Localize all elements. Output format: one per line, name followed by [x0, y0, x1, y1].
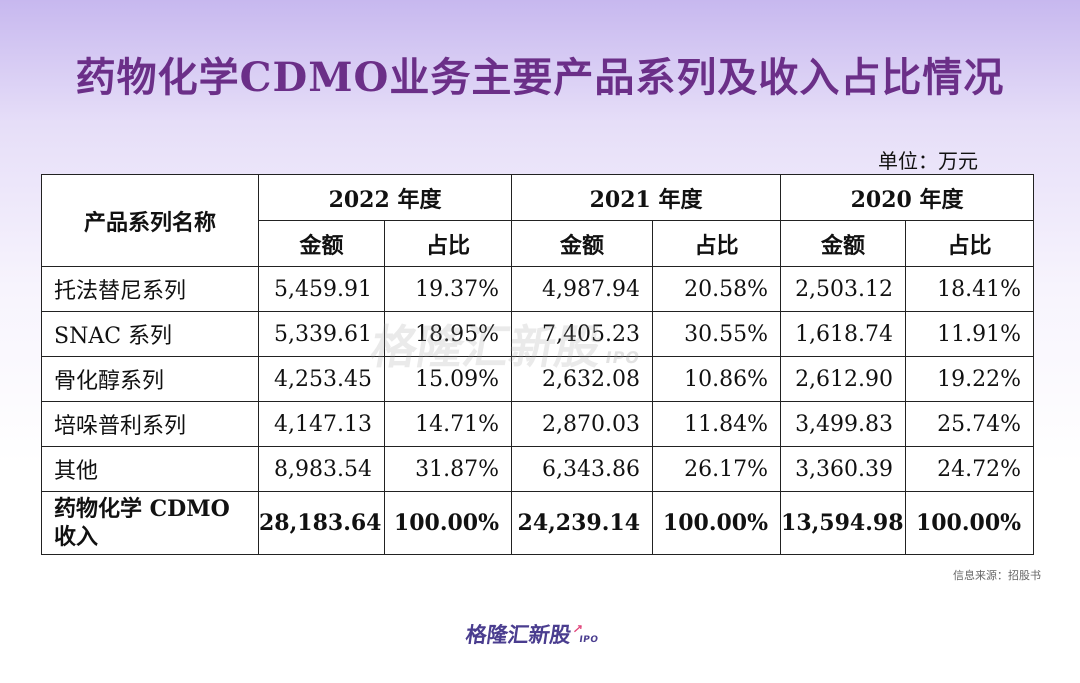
cell-share-2021: 26.17% — [652, 446, 782, 492]
cell-share-2022: 19.37% — [383, 266, 513, 312]
cell-amount-2022: 4,253.45 — [258, 356, 385, 402]
row-name: SNAC 系列 — [41, 311, 259, 357]
cell-amount-2021: 2,632.08 — [511, 356, 654, 402]
table-row: 其他 8,983.54 31.87% 6,343.86 26.17% 3,360… — [41, 446, 1035, 492]
share-header-2022: 占比 — [383, 220, 513, 267]
cell-share-2022: 18.95% — [383, 311, 513, 357]
total-row: 药物化学 CDMO 收入 28,183.64 100.00% 24,239.14… — [41, 491, 1035, 555]
total-share-2021: 100.00% — [652, 491, 782, 555]
unit-label: 单位：万元 — [878, 149, 978, 173]
cell-share-2021: 10.86% — [652, 356, 782, 402]
year-header-row: 产品系列名称 2022 年度 2021 年度 2020 年度 — [41, 174, 1035, 267]
total-amount-2021: 24,239.14 — [511, 491, 654, 555]
cell-share-2020: 25.74% — [905, 401, 1035, 447]
year-header-2022: 2022 年度 — [257, 174, 513, 221]
cell-share-2022: 31.87% — [383, 446, 513, 492]
amount-header-2021: 金额 — [511, 220, 654, 267]
cell-amount-2020: 2,503.12 — [780, 266, 907, 312]
cell-amount-2022: 8,983.54 — [258, 446, 385, 492]
total-amount-2020: 13,594.98 — [780, 491, 907, 555]
logo-text: 格隆汇新股 — [464, 623, 573, 647]
cell-share-2021: 30.55% — [652, 311, 782, 357]
cell-amount-2021: 4,987.94 — [511, 266, 654, 312]
row-name: 培哚普利系列 — [41, 401, 259, 447]
row-name: 骨化醇系列 — [41, 356, 259, 402]
cell-amount-2020: 2,612.90 — [780, 356, 907, 402]
total-name: 药物化学 CDMO 收入 — [41, 491, 259, 555]
brand-logo: 格隆汇新股↗IPO — [464, 619, 601, 649]
revenue-table: 产品系列名称 2022 年度 2021 年度 2020 年度 金额 占比 金额 … — [41, 174, 1035, 555]
amount-header-2022: 金额 — [258, 220, 385, 267]
share-header-2020: 占比 — [905, 220, 1035, 267]
cell-share-2020: 18.41% — [905, 266, 1035, 312]
table-row: 培哚普利系列 4,147.13 14.71% 2,870.03 11.84% 3… — [41, 401, 1035, 447]
cell-amount-2021: 7,405.23 — [511, 311, 654, 357]
cell-amount-2020: 1,618.74 — [780, 311, 907, 357]
cell-amount-2020: 3,360.39 — [780, 446, 907, 492]
table-row: SNAC 系列 5,339.61 18.95% 7,405.23 30.55% … — [41, 311, 1035, 357]
cell-share-2021: 20.58% — [652, 266, 782, 312]
corner-header: 产品系列名称 — [41, 174, 259, 267]
cell-amount-2020: 3,499.83 — [780, 401, 907, 447]
cell-amount-2022: 5,459.91 — [258, 266, 385, 312]
year-header-2021: 2021 年度 — [511, 174, 782, 221]
cell-amount-2021: 2,870.03 — [511, 401, 654, 447]
table-row: 骨化醇系列 4,253.45 15.09% 2,632.08 10.86% 2,… — [41, 356, 1035, 402]
page-title: 药物化学CDMO业务主要产品系列及收入占比情况 — [75, 54, 1005, 101]
source-note: 信息来源：招股书 — [953, 569, 1041, 582]
cell-amount-2022: 4,147.13 — [258, 401, 385, 447]
cell-share-2022: 15.09% — [383, 356, 513, 402]
row-name: 其他 — [41, 446, 259, 492]
cell-share-2020: 24.72% — [905, 446, 1035, 492]
up-arrow-icon: ↗ — [571, 622, 584, 636]
share-header-2021: 占比 — [652, 220, 782, 267]
cell-amount-2021: 6,343.86 — [511, 446, 654, 492]
row-name: 托法替尼系列 — [41, 266, 259, 312]
cell-share-2022: 14.71% — [383, 401, 513, 447]
cell-share-2020: 19.22% — [905, 356, 1035, 402]
total-amount-2022: 28,183.64 — [258, 491, 385, 555]
cell-share-2021: 11.84% — [652, 401, 782, 447]
total-share-2022: 100.00% — [383, 491, 513, 555]
cell-share-2020: 11.91% — [905, 311, 1035, 357]
year-header-2020: 2020 年度 — [780, 174, 1035, 221]
amount-header-2020: 金额 — [780, 220, 907, 267]
table-row: 托法替尼系列 5,459.91 19.37% 4,987.94 20.58% 2… — [41, 266, 1035, 312]
cell-amount-2022: 5,339.61 — [258, 311, 385, 357]
total-share-2020: 100.00% — [905, 491, 1035, 555]
logo-suffix: IPO — [578, 635, 600, 645]
